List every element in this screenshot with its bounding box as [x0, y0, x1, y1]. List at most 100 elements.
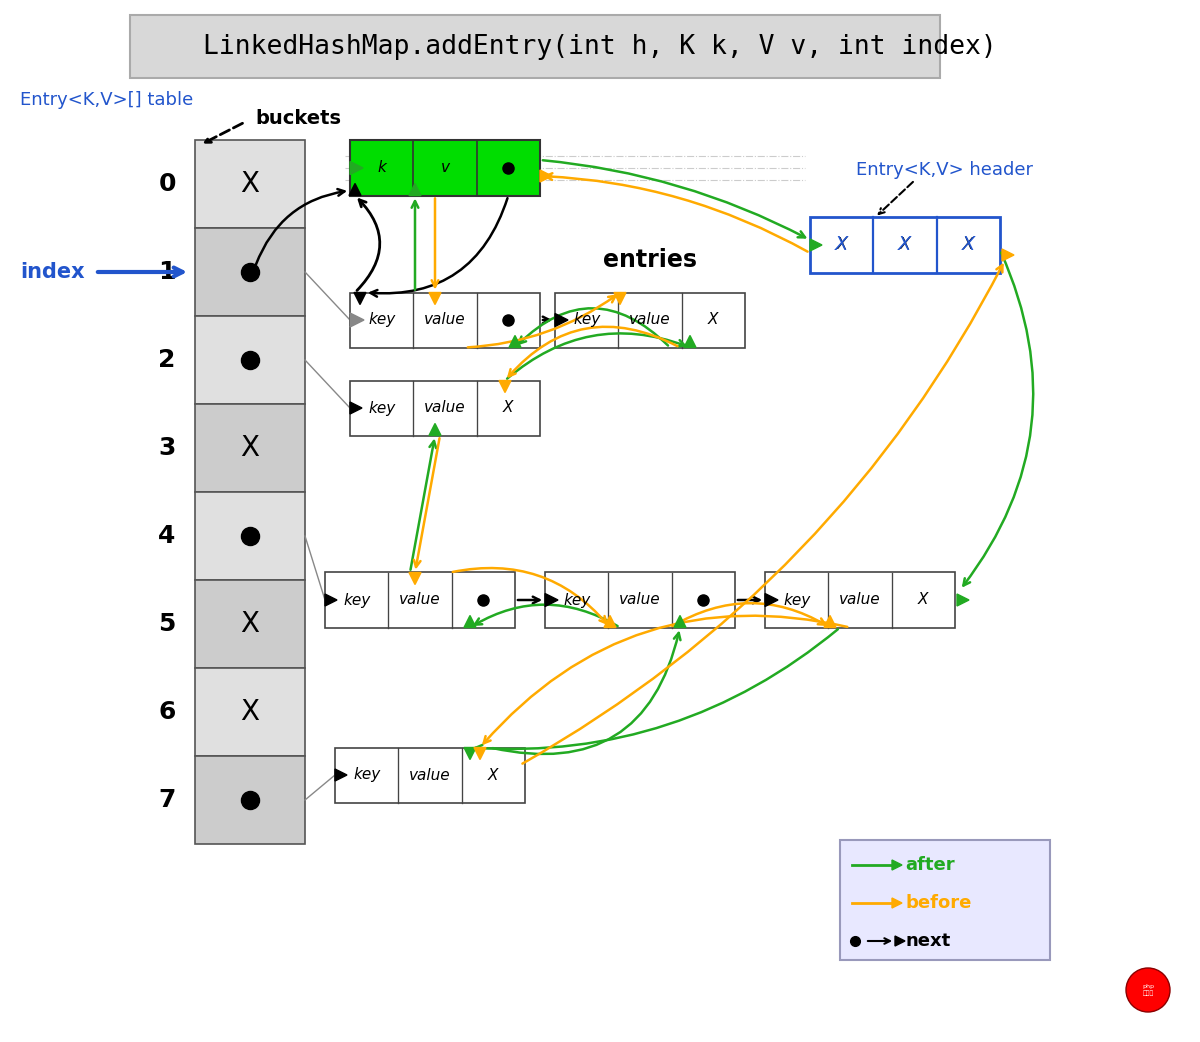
Text: value: value — [619, 593, 661, 607]
Bar — [350, 141, 540, 196]
Text: X: X — [964, 238, 973, 252]
Text: 6: 6 — [158, 700, 175, 724]
Text: value: value — [424, 400, 466, 416]
Text: value: value — [400, 593, 440, 607]
Bar — [130, 15, 940, 78]
Bar — [196, 668, 305, 756]
Polygon shape — [556, 314, 568, 326]
Bar — [350, 380, 540, 436]
Polygon shape — [824, 616, 836, 627]
Text: buckets: buckets — [254, 108, 341, 127]
Text: X: X — [835, 235, 848, 254]
Polygon shape — [958, 594, 968, 606]
Polygon shape — [350, 162, 364, 174]
Bar — [196, 492, 305, 580]
Bar — [196, 140, 305, 228]
Text: php
中文网: php 中文网 — [1142, 985, 1154, 996]
Text: key: key — [563, 593, 590, 607]
Polygon shape — [464, 616, 476, 627]
Text: key: key — [343, 593, 371, 607]
Text: key: key — [574, 313, 600, 327]
Text: X: X — [240, 435, 259, 462]
Text: X: X — [918, 593, 929, 607]
Text: X: X — [240, 610, 259, 638]
Text: X: X — [708, 313, 719, 327]
Polygon shape — [674, 616, 686, 627]
Polygon shape — [464, 747, 476, 760]
Polygon shape — [892, 860, 902, 870]
Polygon shape — [350, 314, 362, 326]
Text: value: value — [424, 313, 466, 327]
Bar — [810, 218, 1000, 273]
Polygon shape — [684, 336, 696, 347]
Polygon shape — [614, 293, 626, 304]
Text: 4: 4 — [158, 524, 175, 548]
Text: key: key — [353, 768, 380, 783]
Bar — [766, 572, 955, 627]
Text: LinkedHashMap.addEntry(int h, K k, V v, int index): LinkedHashMap.addEntry(int h, K k, V v, … — [203, 34, 997, 60]
Text: X: X — [503, 400, 514, 416]
Polygon shape — [350, 402, 362, 414]
Text: k: k — [377, 160, 386, 175]
Text: 2: 2 — [158, 348, 175, 372]
Text: X: X — [240, 170, 259, 198]
Bar — [196, 228, 305, 316]
Polygon shape — [474, 747, 486, 760]
Text: value: value — [629, 313, 671, 327]
Text: next: next — [905, 932, 950, 950]
Text: v: v — [440, 160, 450, 175]
Polygon shape — [409, 183, 421, 196]
Text: X: X — [900, 238, 911, 252]
Text: Entry<K,V> header: Entry<K,V> header — [857, 162, 1033, 179]
Text: X: X — [836, 238, 847, 252]
Polygon shape — [430, 423, 442, 436]
Text: X: X — [961, 235, 976, 254]
Bar — [325, 572, 515, 627]
Text: index: index — [20, 262, 85, 282]
Text: key: key — [368, 313, 395, 327]
Bar — [840, 840, 1050, 960]
Text: 5: 5 — [158, 612, 175, 636]
Bar — [545, 572, 734, 627]
Text: 1: 1 — [158, 260, 175, 284]
Polygon shape — [810, 239, 822, 251]
Text: entries: entries — [604, 248, 697, 272]
Text: 7: 7 — [158, 788, 175, 812]
Polygon shape — [509, 336, 521, 347]
Text: key: key — [368, 400, 395, 416]
Text: after: after — [905, 855, 955, 874]
Polygon shape — [1002, 249, 1014, 260]
Circle shape — [1126, 968, 1170, 1012]
Text: 3: 3 — [158, 436, 175, 460]
Text: before: before — [905, 894, 971, 912]
Polygon shape — [354, 293, 366, 304]
Polygon shape — [325, 594, 337, 606]
Text: value: value — [409, 768, 451, 783]
Bar — [196, 756, 305, 844]
Bar — [196, 580, 305, 668]
Text: key: key — [784, 593, 810, 607]
Bar — [350, 293, 540, 347]
Polygon shape — [349, 183, 361, 196]
Polygon shape — [892, 898, 902, 908]
Bar — [556, 293, 745, 347]
Polygon shape — [499, 380, 511, 393]
Polygon shape — [766, 594, 778, 606]
Polygon shape — [895, 936, 905, 946]
Polygon shape — [409, 572, 421, 585]
Text: X: X — [240, 698, 259, 726]
Polygon shape — [350, 313, 364, 327]
Text: X: X — [488, 768, 498, 783]
Text: Entry<K,V>[] table: Entry<K,V>[] table — [20, 91, 193, 109]
Polygon shape — [335, 769, 347, 782]
Text: value: value — [839, 593, 881, 607]
Bar — [196, 316, 305, 404]
Polygon shape — [430, 293, 442, 304]
Polygon shape — [545, 594, 558, 606]
Bar — [335, 747, 526, 802]
Text: 0: 0 — [158, 172, 175, 196]
Polygon shape — [540, 170, 552, 182]
Polygon shape — [604, 616, 616, 627]
Bar — [196, 404, 305, 492]
Text: X: X — [899, 235, 912, 254]
